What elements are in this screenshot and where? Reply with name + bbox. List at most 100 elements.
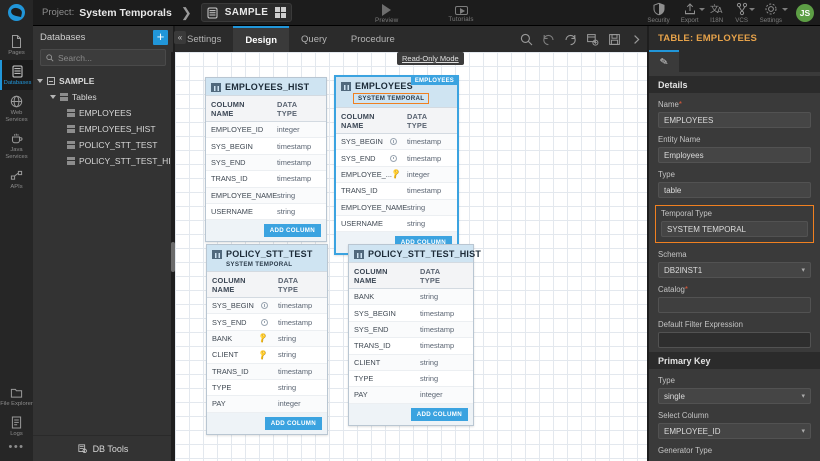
tutorials-button[interactable]: Tutorials: [448, 4, 474, 23]
collapse-right-icon[interactable]: [630, 33, 643, 46]
avatar[interactable]: JS: [796, 4, 814, 22]
tree-item-policy-stt-test-hist[interactable]: POLICY_STT_TEST_HIST: [33, 153, 182, 169]
select-pk-column[interactable]: EMPLOYEE_ID ▾: [658, 423, 811, 439]
table-row[interactable]: CLIENT 🔑 string: [207, 347, 327, 364]
table-row[interactable]: SYS_END timestamp: [207, 314, 327, 331]
rail-item-apis[interactable]: APIs: [0, 164, 33, 194]
table-row[interactable]: USERNAME string: [336, 216, 457, 233]
chevron-down-icon[interactable]: [50, 95, 56, 99]
tree-item-employees-hist[interactable]: EMPLOYEES_HIST: [33, 121, 173, 137]
tab-edit[interactable]: ✎: [649, 50, 679, 72]
table-row[interactable]: SYS_BEGIN timestamp: [206, 138, 326, 155]
redo-icon[interactable]: [564, 33, 577, 46]
tree-node-sample[interactable]: SAMPLE: [33, 73, 173, 89]
chevron-down-icon[interactable]: [37, 79, 43, 83]
tree-item-employees[interactable]: EMPLOYEES: [33, 105, 173, 121]
table-row[interactable]: BANK 🔑 string: [207, 330, 327, 348]
project-breadcrumb: Project: System Temporals: [42, 7, 172, 19]
input-temporal-type[interactable]: SYSTEM TEMPORAL: [661, 221, 808, 237]
input-type[interactable]: table: [658, 182, 811, 198]
field-generator-type: Generator Type: [649, 446, 820, 455]
tab-query[interactable]: Query: [301, 33, 327, 45]
i18n-button[interactable]: 文 A I18N: [710, 2, 724, 24]
tab-procedure[interactable]: Procedure: [350, 33, 395, 45]
table-row[interactable]: TYPE string: [349, 371, 473, 388]
rail-item-java-services[interactable]: Java Services: [0, 127, 33, 164]
tree-label-tables: Tables: [72, 92, 97, 102]
collapse-panel-button[interactable]: «: [174, 31, 186, 44]
resize-grip[interactable]: [171, 242, 175, 272]
table-row[interactable]: USERNAME string: [206, 204, 326, 221]
rail-item-file-explorer[interactable]: File Explorer: [0, 381, 33, 411]
table-card-employees-hist[interactable]: EMPLOYEES_HIST COLUMN NAME DATA TYPE EMP…: [205, 77, 327, 243]
table-row[interactable]: SYS_END timestamp: [336, 150, 457, 167]
column-name: SYS_END: [341, 153, 376, 163]
rail-item-logs[interactable]: Logs: [0, 411, 33, 441]
add-column-button[interactable]: ADD COLUMN: [263, 224, 321, 238]
table-row[interactable]: TYPE string: [207, 380, 327, 397]
table-row[interactable]: EMPLOYEE_ID integer: [206, 122, 326, 139]
table-row[interactable]: SYS_END timestamp: [349, 321, 473, 339]
table-row[interactable]: TRANS_ID timestamp: [206, 171, 326, 188]
table-row[interactable]: EMPLOYEE_NAME string: [206, 187, 326, 204]
preview-button[interactable]: Preview: [375, 3, 398, 24]
search-icon[interactable]: [520, 33, 533, 46]
database-selector[interactable]: SAMPLE: [200, 3, 293, 22]
table-row[interactable]: SYS_END timestamp: [206, 154, 326, 172]
undo-icon[interactable]: [542, 33, 555, 46]
rail-item-web-services[interactable]: Web Services: [0, 90, 33, 127]
tree-label-employees-hist: EMPLOYEES_HIST: [79, 124, 156, 134]
table-row[interactable]: SYS_BEGIN timestamp: [336, 134, 457, 151]
app-logo[interactable]: [0, 0, 33, 26]
vcs-button[interactable]: VCS: [735, 2, 755, 24]
table-row[interactable]: EMPLOYEE_... 🔑 integer: [336, 166, 457, 184]
tab-design[interactable]: Design: [233, 26, 290, 52]
rail-more-button[interactable]: •••: [8, 441, 25, 453]
add-database-button[interactable]: +: [153, 30, 168, 45]
rail-item-pages[interactable]: Pages: [0, 30, 33, 60]
search-input[interactable]: Search...: [40, 49, 166, 66]
table-row[interactable]: CLIENT string: [349, 354, 473, 371]
input-default-filter[interactable]: [658, 332, 811, 348]
table-row[interactable]: SYS_BEGIN timestamp: [207, 298, 327, 315]
tree-node-tables[interactable]: Tables: [33, 89, 173, 105]
grid-view-icon[interactable]: [275, 7, 287, 18]
export-button[interactable]: Export: [681, 2, 705, 24]
add-column-button[interactable]: ADD COLUMN: [410, 407, 468, 421]
input-entity-name[interactable]: Employees: [658, 147, 811, 163]
table-row[interactable]: BANK string: [349, 289, 473, 306]
input-name[interactable]: EMPLOYEES: [658, 112, 811, 128]
tree-item-policy-stt-test[interactable]: POLICY_STT_TEST: [33, 137, 173, 153]
add-table-icon[interactable]: [586, 33, 599, 46]
table-row[interactable]: SYS_BEGIN timestamp: [349, 305, 473, 322]
column-type: timestamp: [420, 341, 455, 351]
label-pk-column: Select Column: [658, 411, 709, 420]
db-tools-button[interactable]: DB Tools: [33, 435, 173, 461]
card-column-header: COLUMN NAME DATA TYPE: [336, 107, 457, 134]
table-row[interactable]: TRANS_ID timestamp: [207, 363, 327, 380]
tab-settings[interactable]: Settings: [187, 33, 222, 45]
table-row[interactable]: EMPLOYEE_NAME string: [336, 199, 457, 216]
table-row[interactable]: PAY integer: [207, 396, 327, 413]
save-icon[interactable]: [608, 33, 621, 46]
table-row[interactable]: PAY integer: [349, 387, 473, 404]
select-pk-type[interactable]: single ▾: [658, 388, 811, 404]
chevron-down-icon[interactable]: [698, 8, 705, 11]
table-card-policy-stt-test[interactable]: POLICY_STT_TEST SYSTEM TEMPORAL COLUMN N…: [206, 244, 328, 435]
table-card-policy-stt-test-hist[interactable]: POLICY_STT_TEST_HIST COLUMN NAME DATA TY…: [348, 244, 481, 426]
chevron-down-icon[interactable]: [748, 8, 755, 11]
chevron-down-icon[interactable]: [782, 8, 788, 11]
table-card-employees[interactable]: EMPLOYEES EMPLOYEES SYSTEM TEMPORAL COLU…: [334, 75, 459, 256]
panel-resize-handle[interactable]: [171, 52, 175, 461]
design-canvas[interactable]: Read-Only Mode EMPLOYEES_HIST COLUMN NAM…: [175, 52, 647, 461]
rail-item-databases[interactable]: Databases: [0, 60, 33, 90]
add-column-button[interactable]: ADD COLUMN: [264, 416, 322, 430]
table-row[interactable]: TRANS_ID timestamp: [336, 183, 457, 200]
select-schema[interactable]: DB2INST1 ▾: [658, 262, 811, 278]
settings-button[interactable]: Settings: [760, 2, 788, 24]
label-entity-name: Entity Name: [658, 135, 701, 144]
input-catalog[interactable]: [658, 297, 811, 313]
table-row[interactable]: TRANS_ID timestamp: [349, 338, 473, 355]
upload-icon: [684, 3, 695, 15]
security-button[interactable]: Security: [647, 2, 670, 24]
